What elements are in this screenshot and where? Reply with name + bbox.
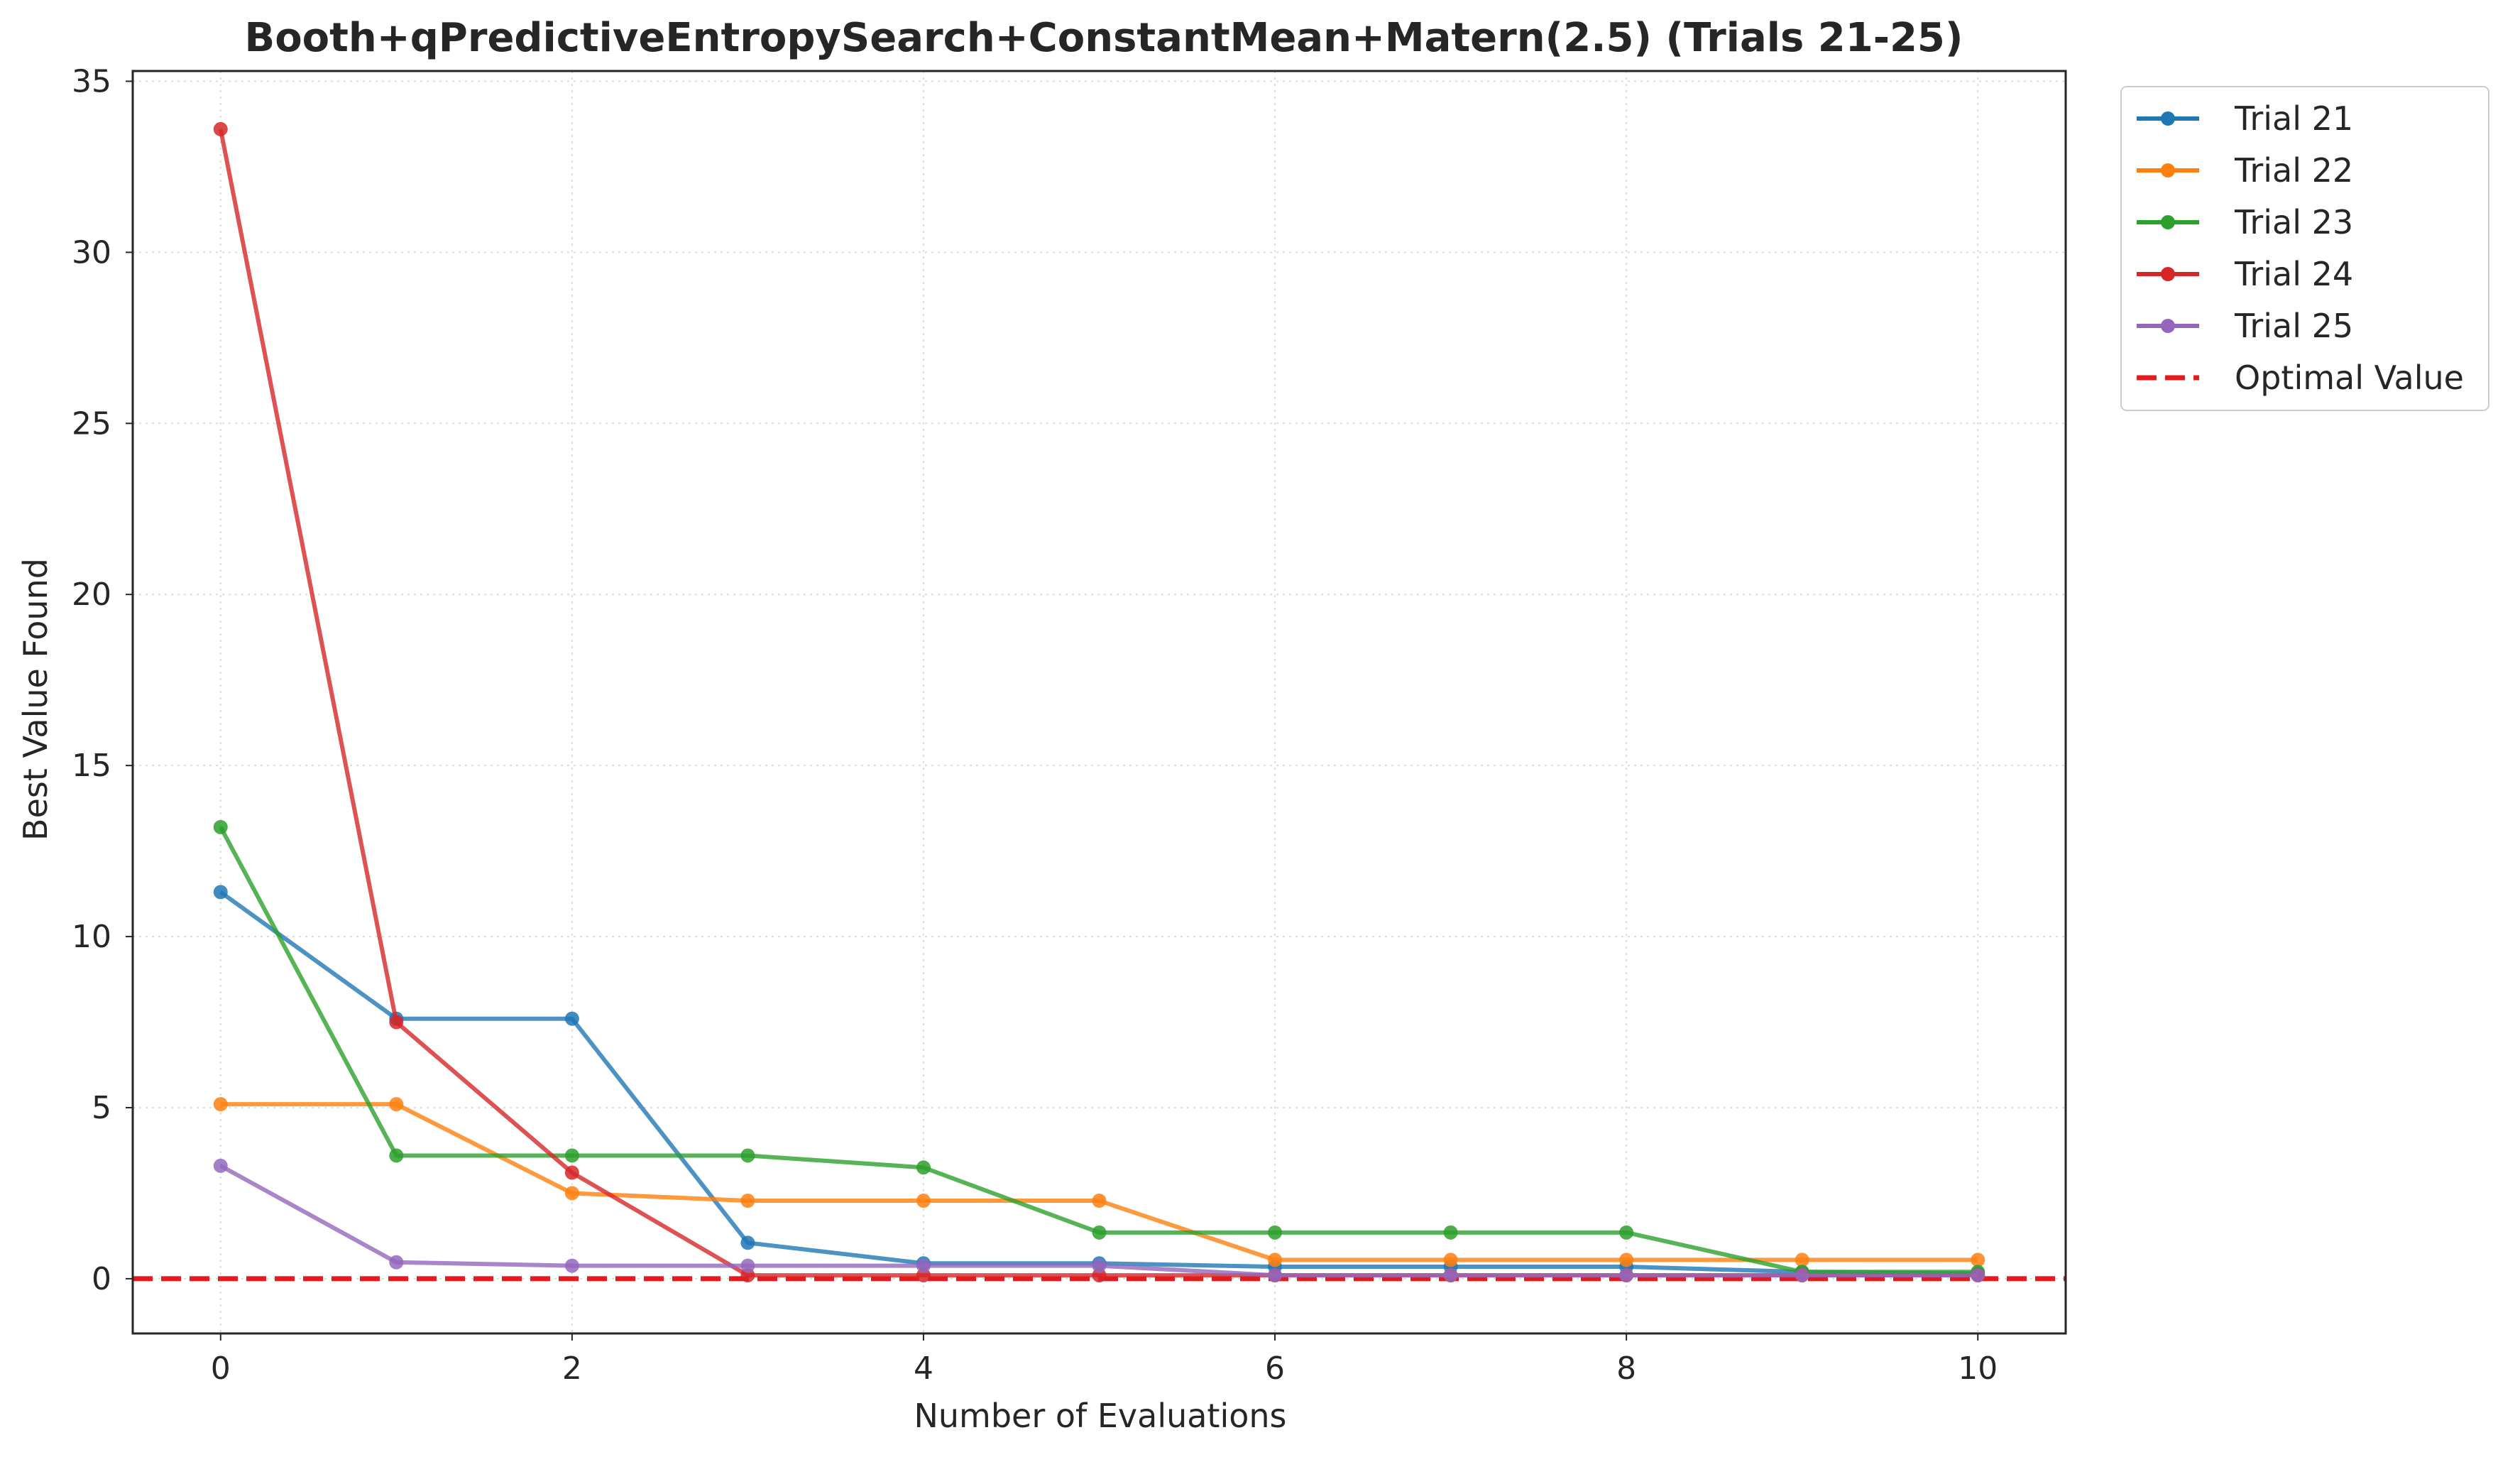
y-tick-label: 0 <box>92 1261 111 1297</box>
y-tick-label: 25 <box>72 405 111 442</box>
x-tick-label: 10 <box>1958 1350 1998 1387</box>
data-point <box>213 885 228 900</box>
y-tick-label: 30 <box>72 234 111 271</box>
data-point <box>1971 1268 1985 1283</box>
legend-label: Trial 25 <box>2234 307 2353 345</box>
legend-label: Trial 23 <box>2234 203 2353 241</box>
x-tick-label: 4 <box>914 1350 933 1387</box>
legend-marker <box>2161 215 2175 229</box>
series-trial-23 <box>213 819 1985 1279</box>
x-tick-label: 0 <box>211 1350 231 1387</box>
data-point <box>1443 1268 1458 1283</box>
data-point <box>1619 1253 1634 1267</box>
data-point <box>564 1186 579 1201</box>
data-point <box>1619 1225 1634 1240</box>
data-point <box>740 1258 755 1273</box>
data-point <box>1443 1225 1458 1240</box>
data-point <box>389 1015 404 1030</box>
data-point <box>1092 1258 1107 1273</box>
data-point <box>1092 1194 1107 1208</box>
series-trial-22 <box>213 1097 1985 1267</box>
data-point <box>213 1097 228 1112</box>
data-point <box>564 1165 579 1180</box>
legend-entry: Trial 23 <box>2137 203 2353 241</box>
series-line <box>218 129 1978 1278</box>
legend-label: Optimal Value <box>2235 359 2464 397</box>
data-point <box>1268 1253 1283 1267</box>
series-layer <box>213 121 1985 1283</box>
data-point <box>1619 1268 1634 1283</box>
data-point <box>389 1097 404 1112</box>
data-point <box>1443 1253 1458 1267</box>
x-tick-label: 8 <box>1616 1350 1636 1387</box>
data-point <box>916 1160 931 1175</box>
y-tick-label: 20 <box>72 577 111 613</box>
data-point <box>740 1235 755 1250</box>
legend-marker <box>2161 111 2175 126</box>
y-tick-label: 15 <box>72 748 111 784</box>
legend-entry: Trial 22 <box>2137 151 2353 190</box>
legend-entry: Trial 24 <box>2137 255 2353 293</box>
y-tick-label: 35 <box>72 63 111 99</box>
data-point <box>389 1148 404 1163</box>
data-point <box>213 1158 228 1173</box>
legend-marker <box>2161 319 2175 333</box>
series-trial-25 <box>213 1158 1985 1283</box>
x-axis-label: Number of Evaluations <box>914 1397 1286 1435</box>
legend-entry: Trial 21 <box>2137 99 2353 138</box>
x-tick-label: 2 <box>562 1350 582 1387</box>
legend-label: Trial 24 <box>2234 255 2353 293</box>
y-tick-label: 5 <box>92 1090 111 1126</box>
data-point <box>564 1258 579 1273</box>
data-point <box>916 1258 931 1273</box>
legend-entry: Optimal Value <box>2137 359 2464 397</box>
y-tick-label: 10 <box>72 919 111 955</box>
legend-entry: Trial 25 <box>2137 307 2353 345</box>
series-trial-21 <box>213 885 1985 1281</box>
series-line <box>219 890 1978 1276</box>
chart-title: Booth+qPredictiveEntropySearch+ConstantM… <box>245 15 1963 61</box>
legend-label: Trial 22 <box>2234 151 2353 190</box>
data-point <box>916 1194 931 1208</box>
data-point <box>389 1255 404 1270</box>
legend: Trial 21 Trial 22 Trial 23 Trial 24 Trial 25… <box>2120 86 2489 411</box>
data-point <box>1795 1268 1809 1283</box>
plot-area-frame <box>131 70 2067 1335</box>
data-point <box>740 1194 755 1208</box>
data-point <box>564 1148 579 1163</box>
legend-box <box>2120 86 2489 411</box>
data-point <box>213 819 228 834</box>
x-axis-ticks: 0 2 4 6 8 10 <box>211 1333 1998 1387</box>
data-point <box>1971 1253 1985 1267</box>
data-point <box>213 121 228 136</box>
data-point <box>564 1011 579 1026</box>
data-point <box>1268 1225 1283 1240</box>
data-point <box>1092 1225 1107 1240</box>
y-axis-ticks: 0 5 10 15 20 25 30 35 <box>72 63 133 1297</box>
data-point <box>1795 1253 1809 1267</box>
grid-lines <box>133 71 2066 1333</box>
legend-marker <box>2161 267 2175 281</box>
x-tick-label: 6 <box>1265 1350 1285 1387</box>
data-point <box>1268 1268 1283 1283</box>
y-axis-label: Best Value Found <box>16 558 55 841</box>
data-point <box>740 1148 755 1163</box>
legend-marker <box>2161 163 2175 178</box>
legend-label: Trial 21 <box>2234 99 2353 138</box>
